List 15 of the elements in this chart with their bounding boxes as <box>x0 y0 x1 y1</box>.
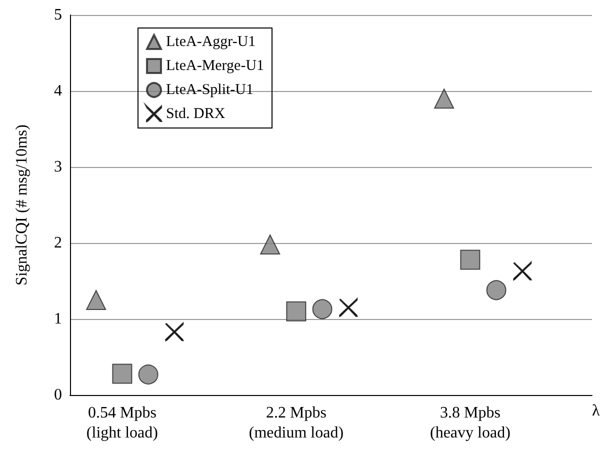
x-axis-title: λ <box>592 402 600 420</box>
x-tick-label: 3.8 Mpbs (heavy load) <box>430 404 510 442</box>
legend-label: LteA-Split-U1 <box>166 82 254 98</box>
y-tick-label: 1 <box>54 310 62 328</box>
y-tick-label: 4 <box>54 82 62 100</box>
legend-label: LteA-Aggr-U1 <box>166 34 256 50</box>
x-tick-label: 2.2 Mpbs (medium load) <box>248 404 344 442</box>
legend-label: LteA-Merge-U1 <box>166 58 264 74</box>
y-tick-label: 3 <box>54 158 62 176</box>
y-tick-label: 5 <box>54 6 62 24</box>
y-tick-label: 0 <box>54 386 62 404</box>
legend-label: Std. DRX <box>166 106 226 122</box>
y-axis-title: SignalCQI (# msg/10ms) <box>14 124 30 286</box>
x-tick-label: 0.54 Mpbs (light load) <box>86 404 158 442</box>
y-tick-label: 2 <box>54 234 62 252</box>
